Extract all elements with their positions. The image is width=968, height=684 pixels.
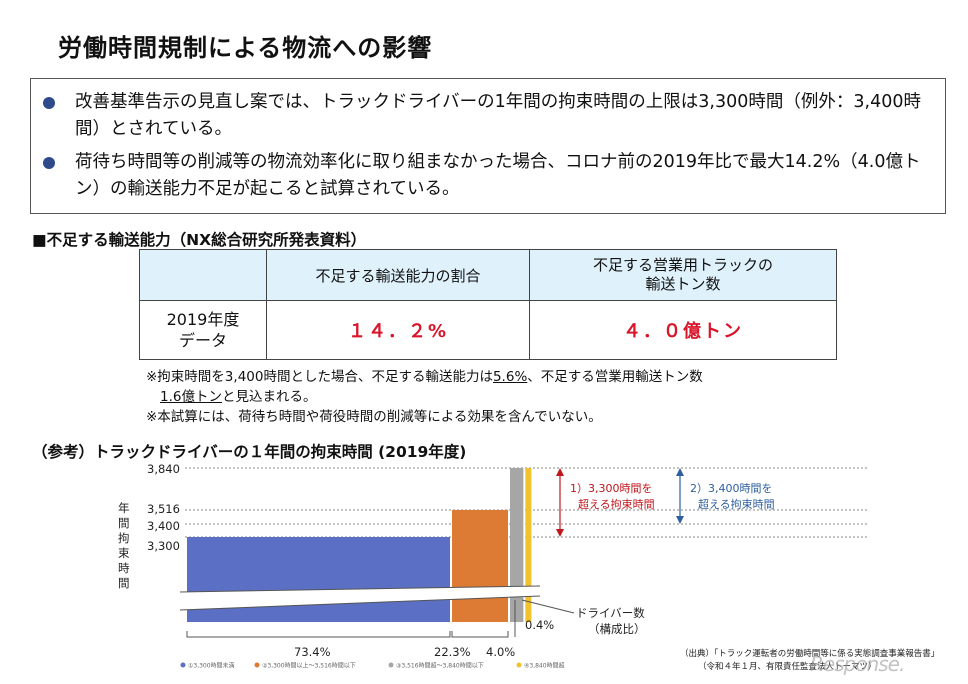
annotation-3300-line2: 超える拘束時間 (578, 497, 655, 511)
share-bracket (451, 631, 509, 638)
annotation-3400-line2: 超える拘束時間 (698, 497, 775, 511)
axis-break-line-top (179, 585, 541, 593)
bar-3 (510, 468, 524, 622)
note-1-text-a: ※拘束時間を3,400時間とした場合、不足する輸送能力は (146, 369, 493, 385)
capacity-table: 不足する輸送能力の割合 不足する営業用トラックの 輸送トン数 2019年度 デー… (139, 249, 837, 360)
y-axis-label-char: 拘 (118, 531, 130, 545)
bar-2 (452, 510, 508, 622)
tons-value: ４．０億トン (529, 300, 837, 360)
note-1-cont: 1.6億トンと見込まれる。 (160, 385, 316, 405)
watermark-logo: Response. (810, 652, 905, 676)
share-label: 0.4% (525, 618, 554, 632)
share-label: 73.4% (294, 645, 331, 659)
share-bracket (186, 631, 451, 638)
bar-4 (525, 468, 532, 622)
source-note: （出典）「トラック運転者の労働時間等に係る実態調査事業報告書」 （令和４年１月、… (680, 648, 939, 674)
row-label-line1: 2019年度 (166, 310, 240, 329)
bullet-item: 改善基準告示の見直し案では、トラックドライバーの1年間の拘束時間の上限は3,30… (43, 89, 923, 143)
legend-label: ①3,300時間未満 (188, 662, 235, 670)
legend-swatch (516, 662, 522, 668)
chart-section-title: （参考）トラックドライバーの１年間の拘束時間 (2019年度) (32, 443, 467, 461)
note-1-underline-pct: 5.6% (492, 369, 528, 385)
arrow-down-icon (676, 516, 684, 524)
y-axis-label-char: 束 (118, 546, 130, 560)
row-label: 2019年度 データ (139, 300, 267, 360)
legend-swatch (180, 662, 186, 668)
row-label-line2: データ (178, 331, 227, 350)
arrow-up-icon (676, 468, 684, 476)
share-label: 4.0% (486, 645, 515, 659)
ytick-label: 3,840 (147, 462, 180, 476)
legend-label: ②3,300時間以上～3,516時間以下 (262, 662, 356, 670)
note-1-underline-tons: 1.6億トン (160, 389, 222, 405)
y-axis-label-char: 年 (118, 501, 130, 515)
legend-swatch (388, 662, 394, 668)
bullet-item: 荷待ち時間等の削減等の物流効率化に取り組まなかった場合、コロナ前の2019年比で… (43, 149, 923, 203)
summary-box: 改善基準告示の見直し案では、トラックドライバーの1年間の拘束時間の上限は3,30… (30, 78, 946, 214)
ytick-label: 3,516 (147, 502, 180, 516)
tons-header: 不足する営業用トラックの 輸送トン数 (529, 249, 837, 301)
note-1: ※拘束時間を3,400時間とした場合、不足する輸送能力は5.6%、不足する営業用… (146, 365, 703, 385)
bullet-dot-icon (43, 157, 55, 169)
y-axis-label-char: 時 (118, 561, 130, 575)
y-axis-label-char: 間 (118, 576, 130, 590)
axis-break-line-bottom (179, 595, 541, 611)
table-corner-cell (139, 249, 267, 301)
ytick-label: 3,300 (147, 539, 180, 553)
note-1-text-c: と見込まれる。 (221, 389, 317, 405)
composition-label: （構成比） (588, 622, 646, 636)
tons-header-line2: 輸送トン数 (645, 275, 721, 293)
tons-header-line1: 不足する営業用トラックの (592, 256, 773, 274)
bullet-dot-icon (43, 97, 55, 109)
note-2: ※本試算には、荷待ち時間や荷役時間の削減等による効果を含んでいない。 (146, 409, 602, 425)
axis-break (180, 586, 540, 610)
chart-legend: ①3,300時間未満 ②3,300時間以上～3,516時間以下 ③3,516時間超～… (180, 662, 565, 670)
arrow-down-icon (556, 529, 564, 537)
annotation-3300-line1: 1）3,300時間を (570, 482, 653, 495)
page-title: 労働時間規制による物流への影響 (58, 34, 433, 62)
ytick-label: 3,400 (147, 519, 180, 533)
note-1-text-b: 、不足する営業用輸送トン数 (527, 369, 703, 385)
bar-1 (187, 537, 450, 622)
ratio-value: １４．２% (266, 300, 530, 360)
bullet-text: 改善基準告示の見直し案では、トラックドライバーの1年間の拘束時間の上限は3,30… (75, 92, 921, 139)
arrow-up-icon (556, 468, 564, 476)
legend-swatch (254, 662, 260, 668)
annotation-3400-line1: 2）3,400時間を (690, 482, 773, 495)
table-section-title: ■不足する輸送能力（NX総合研究所発表資料） (32, 231, 367, 249)
driver-count-leader (521, 599, 575, 614)
ratio-header: 不足する輸送能力の割合 (266, 249, 530, 301)
driver-count-label: ドライバー数 (576, 606, 645, 620)
source-line1: （出典）「トラック運転者の労働時間等に係る実態調査事業報告書」 (680, 649, 940, 659)
y-axis-label: 年間拘束時間 (118, 501, 130, 590)
bullet-text: 荷待ち時間等の削減等の物流効率化に取り組まなかった場合、コロナ前の2019年比で… (75, 152, 921, 199)
y-axis-label-char: 間 (118, 516, 130, 530)
legend-label: ④3,840時間超 (524, 662, 565, 670)
share-label: 22.3% (434, 645, 471, 659)
source-line2: （令和４年１月、有限責任監査法人トーマツ） (698, 662, 877, 672)
legend-label: ③3,516時間超～3,840時間以下 (396, 662, 484, 670)
